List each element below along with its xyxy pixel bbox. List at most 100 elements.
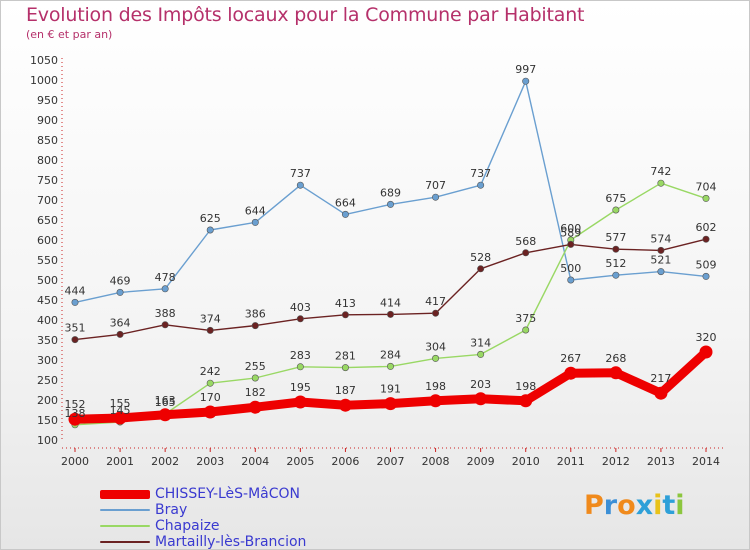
data-label-martailly-l-s-brancion: 351 <box>65 322 86 335</box>
data-label-chissey-l-s-m-con: 320 <box>696 331 717 344</box>
data-label-chapaize: 165 <box>155 396 176 409</box>
data-label-chapaize: 284 <box>380 348 401 361</box>
legend-label: Bray <box>155 502 188 518</box>
data-label-bray: 737 <box>470 167 491 180</box>
data-point-chissey-l-s-m-con <box>68 412 82 426</box>
data-point-bray <box>386 200 394 208</box>
data-point-bray <box>251 218 259 226</box>
data-label-bray: 737 <box>290 167 311 180</box>
data-point-bray <box>567 276 575 284</box>
data-point-bray <box>657 268 665 276</box>
data-label-chissey-l-s-m-con: 195 <box>290 381 311 394</box>
data-label-chapaize: 145 <box>110 404 131 417</box>
data-point-chapaize <box>206 379 214 387</box>
data-label-chapaize: 375 <box>515 312 536 325</box>
data-point-chissey-l-s-m-con <box>293 395 307 409</box>
y-tick-label: 1050 <box>30 54 58 67</box>
data-point-bray <box>612 271 620 279</box>
data-label-chapaize: 255 <box>245 360 266 373</box>
data-point-chissey-l-s-m-con <box>609 366 623 380</box>
data-label-chissey-l-s-m-con: 198 <box>515 380 536 393</box>
y-tick-label: 800 <box>37 154 58 167</box>
data-point-chapaize <box>432 354 440 362</box>
chart-subtitle: (en € et par an) <box>26 28 113 41</box>
data-point-bray <box>206 226 214 234</box>
data-label-martailly-l-s-brancion: 528 <box>470 251 491 264</box>
data-label-chissey-l-s-m-con: 152 <box>65 398 86 411</box>
x-tick-label: 2000 <box>61 455 89 468</box>
data-label-chapaize: 675 <box>605 192 626 205</box>
data-point-chapaize <box>296 363 304 371</box>
data-point-chissey-l-s-m-con <box>654 386 668 400</box>
data-point-bray <box>432 193 440 201</box>
data-point-bray <box>71 298 79 306</box>
data-label-bray: 689 <box>380 186 401 199</box>
data-label-chapaize: 281 <box>335 350 356 363</box>
data-label-bray: 664 <box>335 196 356 209</box>
logo-letter: P <box>584 490 604 521</box>
x-tick-label: 2002 <box>151 455 179 468</box>
logo-letter: x <box>635 490 654 521</box>
data-point-martailly-l-s-brancion <box>522 249 530 257</box>
x-tick-label: 2004 <box>241 455 269 468</box>
x-tick-label: 2014 <box>692 455 720 468</box>
y-tick-label: 300 <box>37 354 58 367</box>
data-point-chissey-l-s-m-con <box>113 411 127 425</box>
data-label-martailly-l-s-brancion: 386 <box>245 308 266 321</box>
y-tick-label: 250 <box>37 374 58 387</box>
data-point-martailly-l-s-brancion <box>161 321 169 329</box>
legend-swatch <box>100 489 150 499</box>
data-label-chapaize: 283 <box>290 349 311 362</box>
data-point-chapaize <box>341 364 349 372</box>
data-point-bray <box>161 285 169 293</box>
legend-swatch <box>100 541 150 543</box>
data-label-chissey-l-s-m-con: 203 <box>470 378 491 391</box>
data-point-chissey-l-s-m-con <box>564 366 578 380</box>
legend-label: CHISSEY-LèS-MâCON <box>155 486 301 502</box>
data-label-chapaize: 704 <box>696 180 717 193</box>
data-point-chissey-l-s-m-con <box>429 394 443 408</box>
y-tick-label: 400 <box>37 314 58 327</box>
data-point-chissey-l-s-m-con <box>474 392 488 406</box>
data-point-martailly-l-s-brancion <box>206 326 214 334</box>
data-label-chissey-l-s-m-con: 182 <box>245 386 266 399</box>
data-label-martailly-l-s-brancion: 602 <box>696 221 717 234</box>
data-point-bray <box>702 272 710 280</box>
data-point-chapaize <box>702 194 710 202</box>
data-point-martailly-l-s-brancion <box>116 330 124 338</box>
x-tick-label: 2013 <box>647 455 675 468</box>
x-tick-label: 2001 <box>106 455 134 468</box>
data-point-chissey-l-s-m-con <box>248 400 262 414</box>
data-label-bray: 500 <box>560 262 581 275</box>
data-point-martailly-l-s-brancion <box>477 265 485 273</box>
data-label-chapaize: 600 <box>560 222 581 235</box>
x-tick-label: 2012 <box>602 455 630 468</box>
data-label-chissey-l-s-m-con: 187 <box>335 384 356 397</box>
data-label-martailly-l-s-brancion: 364 <box>110 316 131 329</box>
x-tick-label: 2008 <box>422 455 450 468</box>
x-tick-label: 2010 <box>512 455 540 468</box>
logo-letter: i <box>675 490 685 521</box>
data-label-chapaize: 304 <box>425 340 446 353</box>
legend-label: Chapaize <box>155 518 220 534</box>
data-label-martailly-l-s-brancion: 374 <box>200 312 221 325</box>
y-tick-label: 200 <box>37 394 58 407</box>
data-labels: 444 469 478 625 644 737 664 689 707 737 997 500 512 5… <box>65 63 717 420</box>
data-label-martailly-l-s-brancion: 589 <box>560 226 581 239</box>
data-point-chissey-l-s-m-con <box>519 394 533 408</box>
data-point-martailly-l-s-brancion <box>657 246 665 254</box>
x-tick-label: 2009 <box>467 455 495 468</box>
x-tick-label: 2005 <box>286 455 314 468</box>
logo-letter: t <box>662 490 676 521</box>
data-label-chissey-l-s-m-con: 163 <box>155 394 176 407</box>
axes: 100 150 200 250 300 350 400 450 500 550 600 650 700 7… <box>30 54 725 468</box>
data-label-chapaize: 314 <box>470 336 491 349</box>
data-label-chapaize: 242 <box>200 365 221 378</box>
data-label-chissey-l-s-m-con: 198 <box>425 380 446 393</box>
legend-swatch <box>100 509 150 511</box>
data-point-chissey-l-s-m-con <box>699 345 713 359</box>
x-tick-label: 2006 <box>331 455 359 468</box>
data-point-martailly-l-s-brancion <box>386 310 394 318</box>
data-point-bray <box>477 181 485 189</box>
data-point-martailly-l-s-brancion <box>251 322 259 330</box>
